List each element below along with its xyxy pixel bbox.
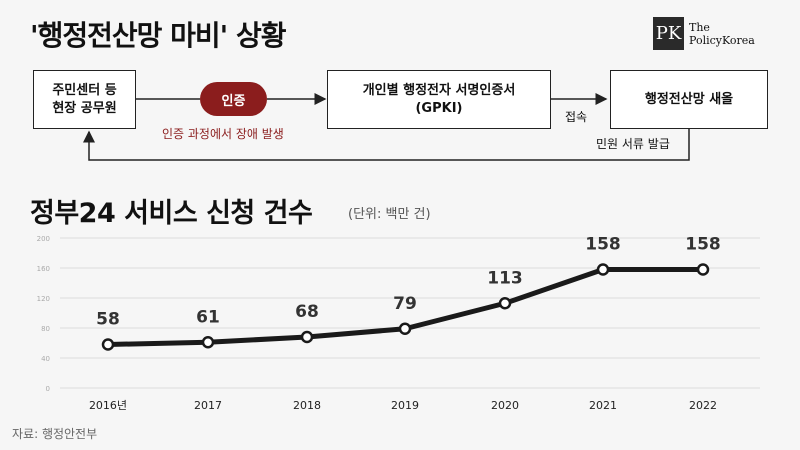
connect-label: 접속: [565, 110, 588, 124]
y-tick-label: 200: [37, 235, 50, 243]
data-label: 58: [96, 310, 120, 330]
chart-title: 정부24 서비스 신청 건수: [30, 198, 313, 229]
data-label: 68: [295, 302, 319, 322]
page-title: '행정전산망 마비' 상황: [30, 19, 286, 52]
x-tick-label: 2016년: [89, 399, 127, 412]
data-point: [596, 263, 610, 276]
data-label: 61: [196, 307, 220, 327]
chart-unit: (단위: 백만 건): [348, 207, 431, 222]
y-tick-label: 80: [41, 325, 50, 333]
field-officer-box: 주민센터 등 현장 공무원: [33, 70, 136, 129]
x-tick-label: 2017: [194, 399, 222, 412]
auth-pill: 인증: [200, 82, 267, 116]
y-tick-label: 0: [46, 385, 50, 393]
return-arrow: [83, 128, 690, 161]
logo-text: The PolicyKorea: [689, 21, 755, 47]
gpki-line-1: 개인별 행정전자 서명인증서: [362, 82, 516, 98]
data-label: 113: [487, 268, 523, 288]
data-point: [398, 322, 412, 335]
data-point: [300, 330, 314, 344]
auth-error-label: 인증 과정에서 장애 발생: [162, 127, 284, 141]
logo-line-1: The: [689, 20, 710, 34]
field-officer-line-1: 주민센터 등: [52, 82, 117, 98]
field-officer-line-2: 현장 공무원: [52, 100, 117, 116]
data-point: [498, 297, 512, 310]
saeol-box: 행정전산망 새올: [610, 70, 768, 129]
flow-connectors: [83, 93, 690, 161]
data-point: [201, 336, 215, 349]
x-tick-label: 2019: [391, 399, 419, 412]
gpki-line-2: (GPKI): [415, 100, 463, 116]
y-tick-label: 160: [37, 265, 50, 273]
x-tick-label: 2021: [589, 399, 617, 412]
data-label: 158: [685, 235, 721, 255]
data-label: 79: [393, 294, 417, 314]
x-tick-label: 2020: [491, 399, 519, 412]
source-label: 자료: 행정안전부: [12, 427, 98, 441]
x-tick-label: 2022: [689, 399, 717, 412]
logo-line-2: PolicyKorea: [689, 33, 755, 47]
data-point: [696, 263, 710, 276]
y-tick-label: 120: [37, 295, 50, 303]
issue-label: 민원 서류 발급: [596, 137, 670, 151]
data-point: [101, 338, 115, 351]
logo: PK The PolicyKorea: [653, 17, 755, 50]
y-tick-label: 40: [41, 355, 50, 363]
logo-mark: PK: [653, 17, 684, 50]
x-tick-label: 2018: [293, 399, 321, 412]
data-label: 158: [585, 235, 621, 255]
gpki-box: 개인별 행정전자 서명인증서 (GPKI): [327, 70, 551, 129]
